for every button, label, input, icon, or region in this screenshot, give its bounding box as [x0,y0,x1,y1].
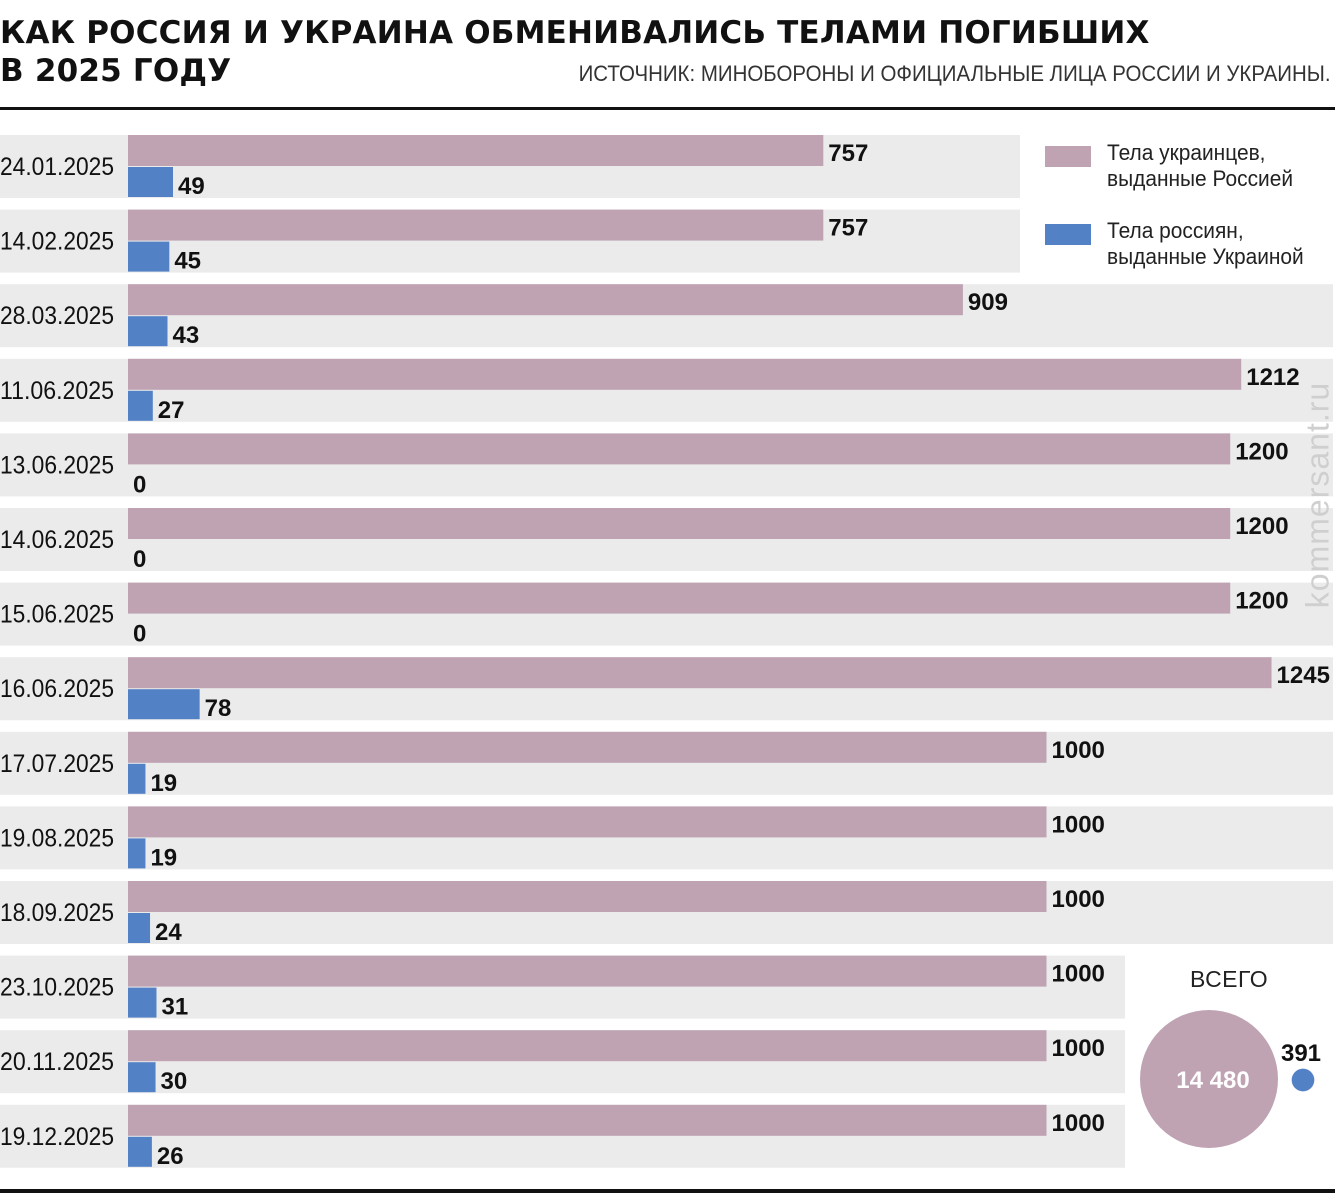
category-label: 14.02.2025 [0,228,114,256]
top-divider [0,107,1335,110]
value-label-ukr: 1000 [1052,1110,1105,1137]
bar-ukr [128,731,1047,763]
bar-ukr [128,1030,1047,1062]
category-label: 16.06.2025 [0,675,114,703]
category-label: 17.07.2025 [0,750,114,778]
value-label-rus: 49 [178,173,205,200]
category-label: 13.06.2025 [0,451,114,479]
bar-ukr [128,358,1242,390]
legend-label-ukr: Тела украинцев, выданные Россией [1107,140,1294,191]
value-label-ukr: 1000 [1052,961,1105,988]
value-label-rus: 78 [205,695,232,722]
value-label-ukr: 909 [968,289,1008,316]
value-label-rus: 26 [157,1143,184,1170]
bar-ukr [128,209,824,241]
category-label: 15.06.2025 [0,601,114,629]
category-label: 18.09.2025 [0,899,114,927]
bottom-divider [0,1189,1335,1193]
value-label-rus: 0 [133,546,146,573]
chart-title: КАК РОССИЯ И УКРАИНА ОБМЕНИВАЛИСЬ ТЕЛАМИ… [0,14,1150,90]
bar-rus [128,1136,152,1167]
bar-ukr [128,284,963,316]
category-label: 28.03.2025 [0,302,114,330]
total-bubble-ukr [1140,1010,1278,1148]
value-label-rus: 19 [150,844,177,871]
category-label: 23.10.2025 [0,974,114,1002]
category-label: 19.12.2025 [0,1123,114,1151]
source-note: ИСТОЧНИК: МИНОБОРОНЫ И ОФИЦИАЛЬНЫЕ ЛИЦА … [579,61,1331,86]
bar-rus [128,241,170,272]
bar-rus [128,167,174,197]
value-label-rus: 0 [133,471,146,498]
bar-rus [128,1062,156,1093]
value-label-ukr: 757 [828,215,868,242]
category-label: 20.11.2025 [0,1048,114,1076]
legend-swatch-ukr [1045,146,1091,167]
category-label: 24.01.2025 [0,153,114,181]
value-label-rus: 45 [174,248,201,275]
bar-rus [128,913,151,943]
value-label-rus: 0 [133,621,146,648]
value-label-ukr: 1000 [1052,811,1105,838]
legend-label-rus: Тела россиян, выданные Украиной [1107,218,1304,269]
value-label-ukr: 1000 [1052,1035,1105,1062]
bar-rus [128,987,157,1018]
value-label-ukr: 1212 [1246,364,1299,391]
category-label: 14.06.2025 [0,526,114,554]
bar-rus [128,390,153,421]
total-value-rus: 391 [1281,1040,1321,1067]
bar-rus [128,838,146,869]
value-label-ukr: 1200 [1235,438,1288,465]
bar-ukr [128,657,1272,689]
value-label-rus: 19 [150,770,177,797]
value-label-ukr: 1000 [1052,737,1105,764]
title-line-2: В 2025 ГОДУ [0,53,232,89]
bar-ukr [128,955,1047,987]
value-label-ukr: 1000 [1052,886,1105,913]
bar-rus [128,316,168,347]
bar-ukr [128,1104,1047,1136]
bar-ukr [128,433,1231,465]
category-label: 19.08.2025 [0,824,114,852]
value-label-rus: 27 [158,397,185,424]
value-label-ukr: 1200 [1235,588,1288,615]
watermark: kommersant.ru [1299,381,1335,609]
value-label-rus: 24 [155,919,182,946]
value-label-rus: 30 [161,1068,188,1095]
value-label-ukr: 757 [828,140,868,167]
value-label-ukr: 1245 [1277,662,1330,689]
bar-ukr [128,135,824,166]
total-bubble-rus [1291,1068,1315,1092]
bar-ukr [128,508,1231,539]
title-line-1: КАК РОССИЯ И УКРАИНА ОБМЕНИВАЛИСЬ ТЕЛАМИ… [0,15,1150,51]
bar-ukr [128,582,1231,614]
bar-rus [128,763,146,794]
bar-ukr [128,806,1047,838]
legend-swatch-rus [1045,224,1091,245]
bar-rus [128,689,200,720]
totals-title: ВСЕГО [1190,966,1269,992]
bar-ukr [128,881,1047,912]
value-label-ukr: 1200 [1235,513,1288,540]
value-label-rus: 31 [161,994,188,1021]
total-value-ukr: 14 480 [1176,1067,1249,1094]
value-label-rus: 43 [172,322,199,349]
category-label: 11.06.2025 [0,377,114,405]
